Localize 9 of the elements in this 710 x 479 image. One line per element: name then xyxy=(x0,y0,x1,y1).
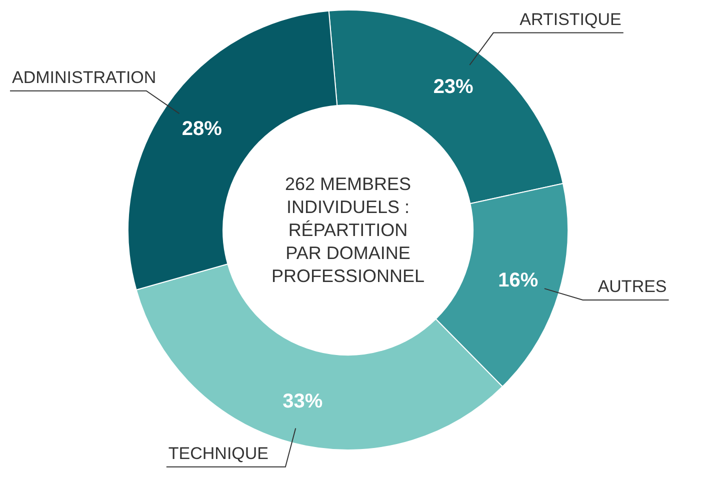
slice-label: ADMINISTRATION xyxy=(12,68,156,87)
slice-label: ARTISTIQUE xyxy=(520,10,622,29)
slice-label: AUTRES xyxy=(598,276,667,296)
text: 262 MEMBRES INDIVIDUELS : RÉPARTITION PAR DOMAINE PROFESSIONNEL xyxy=(271,174,425,286)
data-label: 23% xyxy=(433,76,474,98)
data-label: 28% xyxy=(182,118,222,140)
slice-label: TECHNIQUE xyxy=(168,444,269,463)
data-label: 16% xyxy=(498,270,538,292)
data-label: 33% xyxy=(282,390,323,413)
